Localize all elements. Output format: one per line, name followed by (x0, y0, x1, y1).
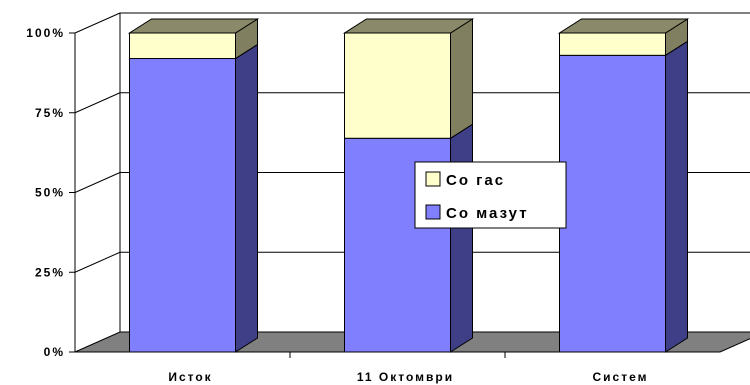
x-axis: Исток 11 Октомври Систем (168, 352, 649, 384)
y-tick-label: 25% (35, 265, 65, 279)
y-tick-label: 50% (35, 186, 65, 200)
bar-segment-side (235, 43, 258, 353)
y-tick-label: 75% (35, 106, 65, 120)
legend-swatch-mazut (425, 204, 441, 220)
bar-segment-side (450, 123, 473, 353)
bar-segment-side (665, 40, 688, 353)
gridline-side (74, 251, 121, 273)
bar-top-face (557, 18, 690, 34)
x-category-label: Исток (168, 370, 212, 384)
bar-segment-front (559, 54, 666, 353)
legend-label-mazut: Со мазут (446, 205, 529, 222)
y-tick-label: 100% (26, 26, 65, 40)
bar-segment-front (344, 32, 451, 139)
bar-segment-front (559, 32, 666, 56)
gridline-side (74, 172, 121, 193)
bar-segment-side (450, 18, 473, 140)
bar-top-face (342, 18, 475, 34)
x-category-label: Систем (593, 370, 649, 384)
y-axis: 0% 25% 50% 75% 100% (26, 26, 75, 359)
gridline-side (74, 12, 121, 34)
legend-label-gas: Со гас (446, 172, 505, 189)
bars-group (127, 18, 690, 353)
legend: Со гас Со мазут (414, 161, 567, 229)
bar-segment-front (129, 58, 236, 353)
bar-top-face (127, 18, 260, 34)
x-category-label: 11 Октомври (357, 370, 454, 384)
bar-segment-front (129, 32, 236, 60)
y-tick-label: 0% (44, 345, 65, 359)
gridline-side (74, 92, 121, 114)
legend-swatch-gas (425, 171, 441, 187)
